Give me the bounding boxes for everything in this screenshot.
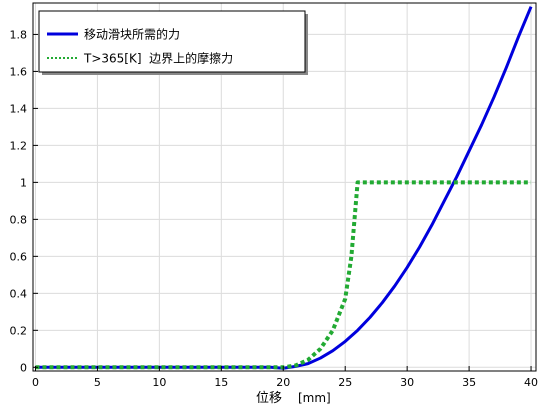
x-tick-label: 10 [152, 376, 166, 389]
y-tick-label: 1.6 [10, 65, 28, 78]
y-tick-label: 1.8 [10, 28, 28, 41]
x-tick-label: 5 [94, 376, 101, 389]
x-tick-label: 40 [524, 376, 538, 389]
x-axis-unit: [mm] [298, 391, 331, 405]
legend-label-friction: T>365[K] 边界上的摩擦力 [83, 51, 233, 66]
y-tick-label: 0.6 [10, 250, 28, 263]
axes: 0 5 10 15 20 25 30 35 40 0 0.2 0.4 0.6 0.8 1 1.2 1.4 1.6 1… [10, 28, 539, 389]
y-tick-label: 1.4 [10, 102, 28, 115]
x-tick-label: 35 [462, 376, 476, 389]
x-tick-label: 25 [338, 376, 352, 389]
legend-box [38, 10, 306, 73]
y-tick-label: 0.8 [10, 213, 28, 226]
y-tick-label: 1 [20, 176, 27, 189]
y-tick-label: 0.4 [10, 287, 28, 300]
x-tick-label: 0 [32, 376, 39, 389]
legend: 移动滑块所需的力 T>365[K] 边界上的摩擦力 [38, 10, 308, 75]
y-tick-label: 1.2 [10, 139, 28, 152]
series-line-friction [35, 180, 532, 370]
legend-label-force: 移动滑块所需的力 [84, 27, 180, 42]
x-tick-label: 20 [276, 376, 290, 389]
x-tick-label: 30 [400, 376, 414, 389]
plot-frame [32, 2, 537, 372]
series-line-force [35, 6, 533, 370]
x-tick-label: 15 [214, 376, 228, 389]
series-lines [35, 6, 533, 370]
y-tick-label: 0.2 [10, 324, 28, 337]
x-axis-label: 位移 [256, 391, 282, 406]
y-tick-label: 0 [20, 361, 27, 374]
